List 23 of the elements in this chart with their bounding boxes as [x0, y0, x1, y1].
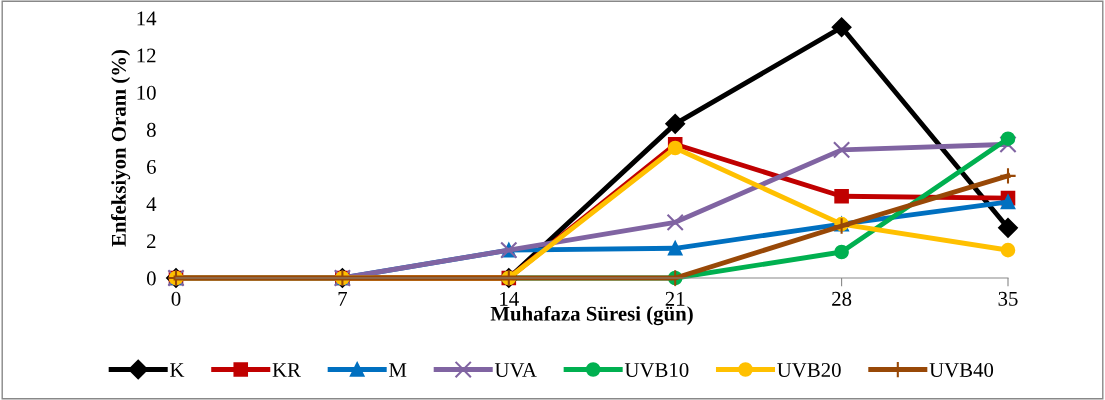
- legend-label: K: [170, 363, 185, 377]
- x-tick-label: 7: [338, 292, 348, 306]
- legend-label: KR: [272, 363, 301, 377]
- y-tick-label: 2: [147, 234, 156, 249]
- x-tick-label: 14: [500, 291, 519, 306]
- y-tick-label: 6: [147, 160, 156, 174]
- y-tick-label: 10: [137, 85, 156, 100]
- legend-label: UVA: [494, 363, 537, 378]
- y-tick-label: 12: [137, 48, 156, 63]
- legend-label: UVB10: [624, 362, 689, 378]
- legend-label: M: [389, 363, 407, 377]
- x-tick-label: 0: [171, 291, 181, 306]
- y-tick-label: 14: [137, 11, 157, 26]
- y-axis-title: Enfeksiyon Oranı (%): [111, 49, 131, 247]
- legend-label: UVB40: [929, 362, 994, 378]
- legend-label: UVB20: [777, 362, 841, 378]
- y-tick-label: 0: [146, 271, 156, 286]
- x-tick-label: 21: [665, 291, 685, 306]
- y-tick-label: 4: [146, 197, 157, 211]
- x-tick-label: 35: [998, 291, 1018, 306]
- x-tick-label: 28: [832, 291, 852, 306]
- y-tick-label: 8: [146, 122, 156, 137]
- x-axis-title: Muhafaza Süresi (gün): [490, 305, 693, 326]
